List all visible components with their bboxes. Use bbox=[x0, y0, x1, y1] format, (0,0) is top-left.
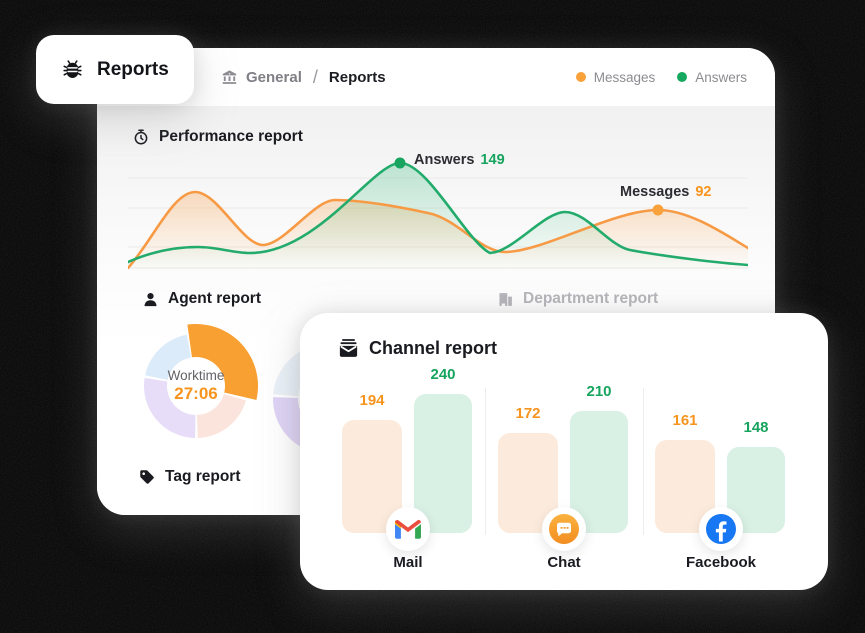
office-building-icon bbox=[497, 291, 514, 308]
panel-header: General / Reports Messages Answers bbox=[97, 48, 775, 106]
group-divider bbox=[485, 388, 486, 535]
group-divider bbox=[643, 388, 644, 535]
messages-annotation-label: Messages bbox=[620, 184, 690, 200]
reports-tab-label: Reports bbox=[97, 58, 169, 80]
tag-icon bbox=[138, 468, 156, 486]
legend-answers[interactable]: Answers bbox=[677, 70, 747, 85]
category-label-chat: Chat bbox=[547, 554, 581, 571]
agent-report-label: Agent report bbox=[168, 290, 261, 307]
performance-report-label: Performance report bbox=[159, 128, 303, 145]
facebook-icon bbox=[699, 507, 743, 551]
bank-icon bbox=[221, 69, 238, 86]
legend-messages-label: Messages bbox=[593, 69, 656, 85]
mail-messages-value: 194 bbox=[359, 392, 385, 409]
category-label-facebook: Facebook bbox=[685, 554, 757, 571]
breadcrumb-general[interactable]: General bbox=[246, 68, 302, 86]
legend-answers-label: Answers bbox=[695, 69, 747, 85]
mail-answers-value: 240 bbox=[430, 366, 456, 383]
answers-annotation: Answers 149 bbox=[414, 152, 505, 168]
legend-messages[interactable]: Messages bbox=[575, 69, 656, 85]
facebook-answers-value: 148 bbox=[743, 419, 769, 436]
messages-annotation: Messages 92 bbox=[620, 184, 711, 200]
answers-annotation-label: Answers bbox=[414, 152, 475, 168]
channel-bar-chart: 194 240 172 210 bbox=[300, 313, 828, 590]
gmail-icon bbox=[386, 507, 430, 551]
person-icon bbox=[142, 291, 159, 308]
performance-report-title[interactable]: Performance report bbox=[132, 128, 303, 146]
tag-report-title[interactable]: Tag report bbox=[138, 468, 241, 486]
channel-report-card: Channel report 194 240 172 bbox=[300, 313, 828, 590]
breadcrumb-reports[interactable]: Reports bbox=[328, 68, 386, 86]
reports-tab[interactable]: Reports bbox=[36, 35, 194, 104]
department-report-label: Department report bbox=[523, 290, 659, 307]
messages-annotation-value: 92 bbox=[695, 184, 712, 200]
chart-legend: Messages Answers bbox=[575, 48, 747, 106]
facebook-messages-value: 161 bbox=[672, 412, 698, 429]
answers-annotation-value: 149 bbox=[480, 152, 505, 168]
agent-report-title[interactable]: Agent report bbox=[142, 290, 261, 308]
chat-answers-value: 210 bbox=[586, 383, 612, 400]
alarm-clock-icon bbox=[132, 128, 150, 146]
bug-icon bbox=[62, 59, 83, 80]
chat-bubble-icon bbox=[542, 507, 586, 551]
messages-dot-icon bbox=[575, 72, 586, 82]
chat-messages-value: 172 bbox=[515, 405, 541, 422]
breadcrumb-separator: / bbox=[312, 66, 318, 87]
answers-dot-icon bbox=[677, 72, 688, 82]
tag-report-label: Tag report bbox=[165, 468, 241, 485]
messages-peak-dot bbox=[652, 204, 664, 216]
worktime-donut-chart[interactable] bbox=[129, 319, 263, 453]
department-report-title[interactable]: Department report bbox=[497, 290, 658, 308]
category-label-mail: Mail bbox=[393, 554, 423, 571]
breadcrumb: General / Reports bbox=[221, 48, 386, 106]
answers-peak-dot bbox=[394, 157, 406, 169]
